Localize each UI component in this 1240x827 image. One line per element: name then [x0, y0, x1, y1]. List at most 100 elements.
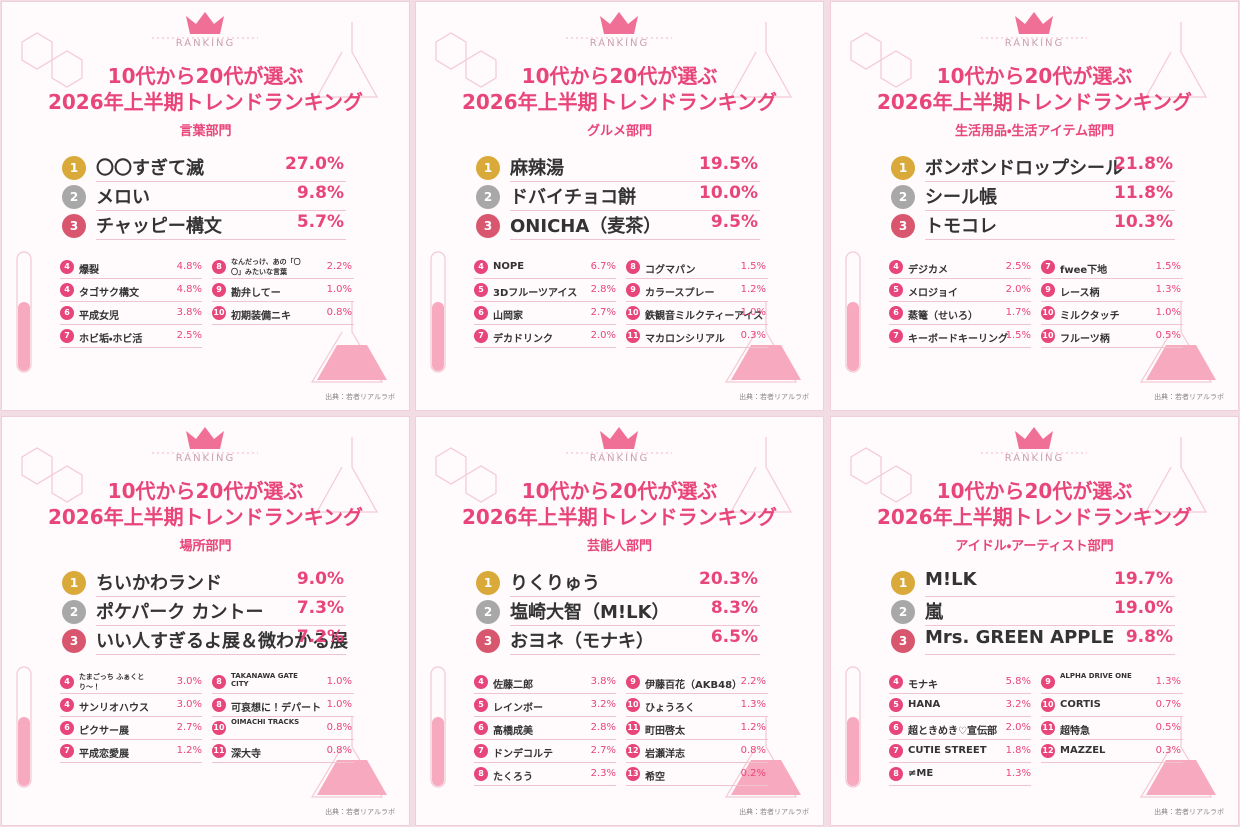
- divider: [1041, 301, 1183, 302]
- divider: [626, 301, 768, 302]
- rank-badge: 10: [626, 306, 640, 320]
- rank-badge: 8: [474, 767, 488, 781]
- item-name: 3Dフルーツアイス: [493, 288, 578, 299]
- item-pct: 4.8%: [176, 261, 202, 272]
- divider: [96, 181, 346, 182]
- source: 出典：若者リアルラボ: [1154, 393, 1224, 401]
- title-line: 10代から20代が選ぶ: [521, 64, 718, 88]
- rank-badge: 6: [889, 306, 903, 320]
- divider: [1041, 278, 1183, 279]
- item-pct: 1.5%: [740, 261, 766, 272]
- item-pct: 1.8%: [1005, 745, 1031, 756]
- divider: [925, 654, 1175, 655]
- ranking-card: RANKING 10代から20代が選ぶ 2026年上半期トレンドランキング 場所部門 1…: [2, 417, 409, 825]
- divider: [96, 210, 346, 211]
- item-pct: 1.2%: [740, 284, 766, 295]
- item-name: 高橋成美: [493, 726, 533, 737]
- ranking-label: RANKING: [589, 38, 650, 49]
- top-pct: 21.8%: [1114, 154, 1173, 174]
- divider: [1041, 716, 1183, 717]
- divider: [474, 324, 616, 325]
- divider: [889, 324, 1031, 325]
- title-line: 2026年上半期トレンドランキング: [461, 90, 778, 114]
- source: 出典：若者リアルラボ: [739, 393, 809, 401]
- rank-badge: 7: [60, 329, 74, 343]
- top-pct: 9.8%: [296, 183, 344, 203]
- item-pct: 1.0%: [1155, 307, 1181, 318]
- medal: 1: [476, 156, 500, 180]
- title-line: 10代から20代が選ぶ: [107, 479, 304, 503]
- item-name: ALPHA DRIVE ONE: [1060, 672, 1132, 680]
- rank-badge: 9: [1041, 675, 1055, 689]
- item-pct: 1.0%: [326, 676, 352, 687]
- category: 芸能人部門: [586, 539, 652, 554]
- item-pct: 1.3%: [1155, 676, 1181, 687]
- top-name: ドバイチョコ餅: [510, 187, 636, 208]
- top-pct: 5.7%: [296, 212, 344, 232]
- item-name: 町田啓太: [645, 726, 685, 737]
- top-name: ONICHA（麦茶）: [510, 216, 662, 237]
- top-pct: 9.0%: [296, 569, 344, 589]
- divider: [1041, 739, 1183, 740]
- rank-badge: 12: [1041, 744, 1055, 758]
- divider: [626, 739, 768, 740]
- item-name: フルーツ柄: [1060, 334, 1110, 345]
- top-pct: 19.7%: [1114, 569, 1173, 589]
- divider: [60, 301, 202, 302]
- divider: [510, 210, 760, 211]
- divider: [626, 716, 768, 717]
- item-pct: 1.0%: [326, 284, 352, 295]
- item-pct: 3.8%: [590, 676, 616, 687]
- title-line: 2026年上半期トレンドランキング: [876, 505, 1193, 529]
- item-pct: 1.7%: [1005, 307, 1031, 318]
- divider: [889, 785, 1031, 786]
- item-name: 平成恋愛展: [79, 749, 129, 760]
- medal: 1: [476, 571, 500, 595]
- divider: [212, 278, 354, 279]
- rank-badge: 4: [60, 283, 74, 297]
- top-name: チャッピー構文: [96, 216, 222, 237]
- divider: [1041, 347, 1183, 348]
- decoration: [430, 12, 801, 383]
- item-name: fwee下地: [1060, 265, 1108, 276]
- decoration: [16, 427, 387, 798]
- rank-badge: 8: [626, 260, 640, 274]
- ranking-label: RANKING: [175, 38, 236, 49]
- divider: [60, 739, 202, 740]
- item-pct: 1.3%: [1005, 768, 1031, 779]
- item-name: 山岡家: [493, 311, 523, 322]
- item-pct: 2.2%: [740, 676, 766, 687]
- rank-badge: 8: [212, 260, 226, 274]
- top-pct: 20.3%: [699, 569, 758, 589]
- divider: [60, 762, 202, 763]
- rank-badge: 5: [889, 283, 903, 297]
- medal: 3: [476, 629, 500, 653]
- item-pct: 0.3%: [740, 330, 766, 341]
- top-pct: 27.0%: [285, 154, 344, 174]
- item-pct: 2.3%: [590, 768, 616, 779]
- item-pct: 1.5%: [1155, 261, 1181, 272]
- divider: [212, 324, 354, 325]
- divider: [96, 596, 346, 597]
- item-name: デカドリンク: [493, 334, 553, 345]
- rank-badge: 9: [626, 283, 640, 297]
- decoration: [845, 12, 1216, 383]
- divider: [474, 347, 616, 348]
- divider: [889, 301, 1031, 302]
- item-pct: 2.5%: [176, 330, 202, 341]
- top-name: M!LK: [925, 569, 977, 590]
- divider: [96, 239, 346, 240]
- top-name: おヨネ（モナキ）: [510, 631, 654, 652]
- item-name: デジカメ: [908, 265, 948, 276]
- rank-badge: 9: [626, 675, 640, 689]
- top-name: りくりゅう: [510, 573, 600, 594]
- item-pct: 1.2%: [740, 722, 766, 733]
- rank-badge: 4: [60, 698, 74, 712]
- rank-badge: 6: [474, 721, 488, 735]
- rank-badge: 7: [889, 744, 903, 758]
- top-name: Mrs. GREEN APPLE: [925, 627, 1115, 648]
- decoration: [16, 12, 387, 383]
- divider: [60, 693, 202, 694]
- top-pct: 9.5%: [710, 212, 758, 232]
